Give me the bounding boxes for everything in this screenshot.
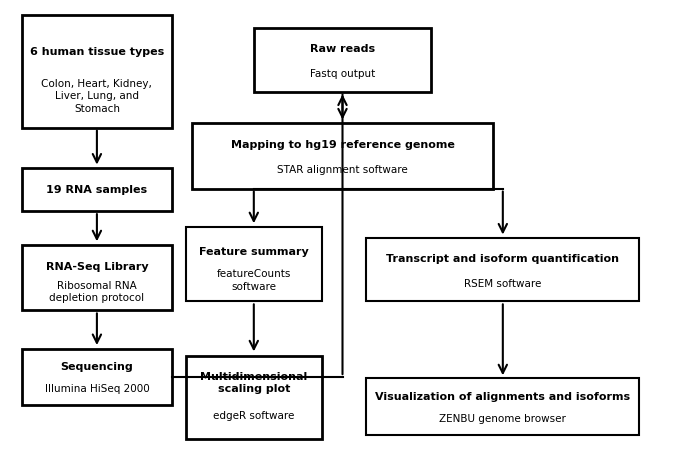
Text: Raw reads: Raw reads (310, 44, 375, 54)
Text: STAR alignment software: STAR alignment software (277, 165, 408, 175)
FancyBboxPatch shape (366, 378, 639, 434)
Text: Mapping to hg19 reference genome: Mapping to hg19 reference genome (231, 140, 454, 150)
FancyBboxPatch shape (22, 168, 172, 211)
FancyBboxPatch shape (186, 227, 322, 301)
Text: 6 human tissue types: 6 human tissue types (29, 47, 164, 57)
Text: Multidimensional
scaling plot: Multidimensional scaling plot (200, 372, 308, 395)
Text: 19 RNA samples: 19 RNA samples (47, 185, 147, 195)
Text: edgeR software: edgeR software (213, 411, 295, 421)
Text: Illumina HiSeq 2000: Illumina HiSeq 2000 (45, 385, 149, 395)
Text: Feature summary: Feature summary (199, 247, 309, 257)
FancyBboxPatch shape (254, 29, 431, 92)
FancyBboxPatch shape (192, 123, 493, 189)
FancyBboxPatch shape (366, 238, 639, 301)
Text: Transcript and isoform quantification: Transcript and isoform quantification (386, 254, 619, 264)
FancyBboxPatch shape (22, 349, 172, 405)
Text: Ribosomal RNA
depletion protocol: Ribosomal RNA depletion protocol (49, 281, 145, 303)
FancyBboxPatch shape (186, 355, 322, 439)
Text: Visualization of alignments and isoforms: Visualization of alignments and isoforms (375, 392, 630, 402)
Text: featureCounts
software: featureCounts software (216, 269, 291, 292)
Text: RSEM software: RSEM software (464, 279, 542, 289)
Text: Fastq output: Fastq output (310, 69, 375, 79)
Text: RNA-Seq Library: RNA-Seq Library (46, 262, 148, 271)
Text: ZENBU genome browser: ZENBU genome browser (439, 414, 566, 424)
FancyBboxPatch shape (22, 15, 172, 128)
Text: Sequencing: Sequencing (60, 362, 134, 372)
FancyBboxPatch shape (22, 245, 172, 311)
Text: Colon, Heart, Kidney,
Liver, Lung, and
Stomach: Colon, Heart, Kidney, Liver, Lung, and S… (42, 79, 152, 114)
